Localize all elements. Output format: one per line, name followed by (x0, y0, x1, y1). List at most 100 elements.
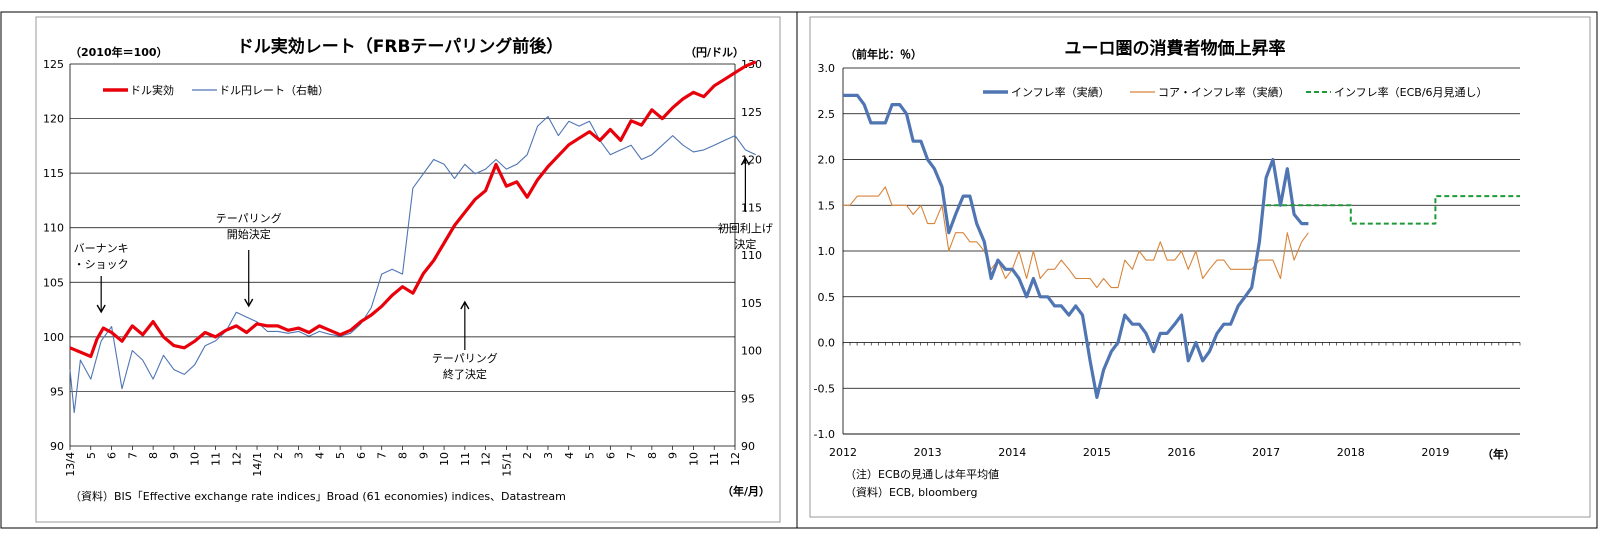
x-tick-label: 6 (355, 452, 368, 459)
left-chart-area (35, 16, 781, 523)
x-tick-label: 2018 (1337, 446, 1365, 459)
y-tick-label: 1.0 (818, 245, 836, 258)
x-tick-label: 3 (542, 452, 555, 459)
left-series (69, 60, 757, 414)
annotation-label: テーパリング (216, 211, 282, 225)
annotation-label: 決定 (734, 237, 756, 251)
annotation-label: バーナンキ (74, 242, 129, 255)
annotation-arrow-head (244, 298, 254, 308)
right-note: （注）ECBの見通しは年平均値 (845, 467, 999, 481)
x-tick-label: 2019 (1421, 446, 1449, 459)
x-tick-label: 4 (563, 452, 576, 459)
annotation-arrow-head (460, 300, 470, 310)
x-tick-label: 5 (584, 452, 597, 459)
x-tick-label: 6 (106, 452, 119, 459)
annotation-label: 終了決定 (443, 367, 487, 381)
x-tick-label: 14/1 (251, 452, 264, 477)
annotation-label: ・ショック (74, 258, 129, 271)
x-tick-label: 15/1 (500, 452, 513, 477)
y-tick-label: 2.5 (818, 108, 836, 121)
y-tick-label: 3.0 (818, 62, 836, 75)
y-right-tick-label: 95 (741, 392, 755, 405)
x-tick-label: 8 (397, 452, 410, 459)
right-series (843, 93, 1520, 399)
legend-label-inflation: インフレ率（実績） (1011, 85, 1110, 99)
y-right-tick-label: 125 (741, 106, 762, 119)
right-y-unit: （前年比：％） (845, 47, 922, 61)
right-tick-labels: -1.0 -0.5 0.0 0.5 1.0 1.5 2.0 2.5 3.0 2012 2013 201… (814, 62, 1450, 459)
y-left-tick-label: 125 (43, 58, 64, 71)
x-tick-label: 2015 (1083, 446, 1111, 459)
y-right-tick-label: 110 (741, 249, 762, 262)
x-tick-label: 11 (459, 452, 472, 466)
y-right-tick-label: 105 (741, 297, 762, 310)
x-tick-label: 2 (272, 452, 285, 459)
x-tick-label: 5 (334, 452, 347, 459)
x-tick-label: 7 (625, 452, 638, 459)
x-tick-label: 2 (521, 452, 534, 459)
y-left-tick-label: 90 (50, 440, 64, 453)
y-tick-label: 1.5 (818, 199, 836, 212)
x-tick-label: 2016 (1168, 446, 1196, 459)
x-tick-label: 9 (168, 452, 181, 459)
x-tick-label: 3 (293, 452, 306, 459)
x-tick-label: 2012 (829, 446, 857, 459)
x-tick-label: 12 (729, 452, 742, 466)
y-tick-label: 2.0 (818, 154, 836, 167)
y-left-tick-label: 100 (43, 331, 64, 344)
right-chart: ユーロ圏の消費者物価上昇率 （前年比：％） -1.0 -0.5 0.0 0.5 1.0 1… (814, 38, 1521, 499)
inflation-line (843, 93, 1309, 399)
left-chart: ドル実効レート（FRBテーパリング前後） （2010年＝100） （円/ドル） … (43, 36, 773, 503)
left-legend: ドル実効 ドル円レート（右軸） (103, 83, 329, 97)
x-tick-label: 11 (209, 452, 222, 466)
x-tick-label: 13/4 (64, 452, 77, 477)
legend-label-core-inflation: コア・インフレ率（実績） (1158, 85, 1290, 99)
x-tick-label: 9 (417, 452, 430, 459)
right-source: （資料）ECB, bloomberg (845, 485, 977, 499)
right-chart-area (809, 16, 1591, 518)
dollar-effective-line (69, 60, 757, 359)
x-tick-label: 10 (438, 452, 451, 466)
annotation-arrow-head (96, 304, 106, 314)
x-tick-label: 5 (85, 452, 98, 459)
x-tick-label: 9 (667, 452, 680, 459)
left-axis-unit: （2010年＝100） (70, 45, 168, 59)
y-left-tick-label: 110 (43, 222, 64, 235)
y-tick-label: 0.0 (818, 337, 836, 350)
x-tick-label: 11 (708, 452, 721, 466)
x-tick-label: 7 (376, 452, 389, 459)
annotation-label: 開始決定 (227, 227, 271, 241)
annotation-label: 初回利上げ (718, 221, 773, 235)
right-x-unit: （年） (1482, 447, 1515, 461)
y-tick-label: 0.5 (818, 291, 836, 304)
x-tick-label: 8 (147, 452, 160, 459)
x-tick-label: 10 (687, 452, 700, 466)
y-right-tick-label: 120 (741, 154, 762, 167)
right-panel-border (796, 11, 1598, 529)
y-right-tick-label: 90 (741, 440, 755, 453)
left-source: （資料）BIS「Effective exchange rate indices」… (70, 489, 566, 503)
right-axis-unit: （円/ドル） (685, 46, 744, 59)
annotation-arrow-head (740, 156, 750, 166)
left-tick-labels: 9095100105110115120125909510010511011512… (43, 58, 762, 477)
right-chart-title: ユーロ圏の消費者物価上昇率 (1065, 38, 1286, 59)
core-inflation-line (843, 186, 1309, 289)
left-chart-title: ドル実効レート（FRBテーパリング前後） (237, 36, 564, 57)
x-tick-label: 4 (313, 452, 326, 459)
y-right-tick-label: 100 (741, 345, 762, 358)
y-left-tick-label: 115 (43, 167, 64, 180)
y-tick-label: -0.5 (814, 382, 835, 395)
legend-label-ecb-forecast: インフレ率（ECB/6月見通し） (1334, 85, 1488, 99)
annotation-label: テーパリング (432, 351, 498, 365)
right-legend: インフレ率（実績） コア・インフレ率（実績） インフレ率（ECB/6月見通し） (983, 85, 1488, 99)
x-tick-label: 10 (189, 452, 202, 466)
y-left-tick-label: 95 (50, 385, 64, 398)
y-right-tick-label: 115 (741, 201, 762, 214)
left-x-unit: （年/月） (722, 484, 770, 498)
x-tick-label: 8 (646, 452, 659, 459)
legend-label-usdjpy: ドル円レート（右軸） (219, 83, 329, 97)
y-left-tick-label: 105 (43, 276, 64, 289)
usdjpy-line (69, 115, 757, 414)
